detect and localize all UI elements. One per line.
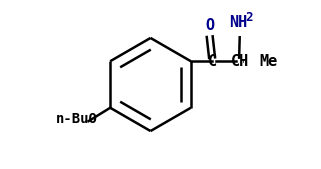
Text: O: O [205,18,214,33]
Text: CH: CH [231,54,249,69]
Text: n-BuO: n-BuO [56,112,98,126]
Text: C: C [208,54,217,69]
Text: NH: NH [229,15,247,30]
Text: Me: Me [259,54,277,69]
Text: 2: 2 [245,11,252,24]
